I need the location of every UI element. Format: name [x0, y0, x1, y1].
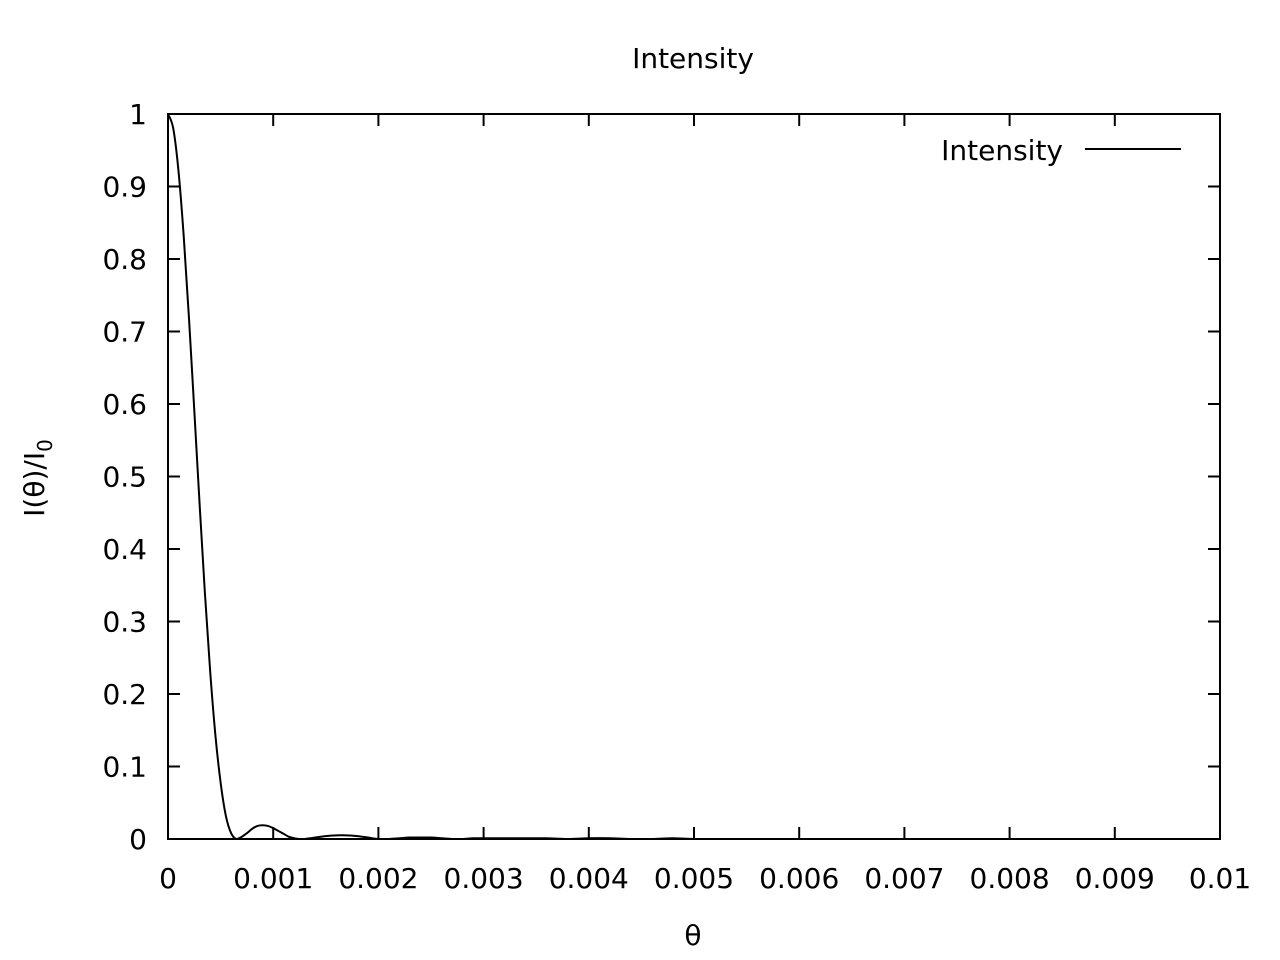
chart-title: Intensity — [632, 42, 754, 75]
y-axis-label-main: I(θ)/I — [18, 452, 51, 517]
x-tick-label-6: 0.006 — [759, 862, 839, 895]
y-tick-label-3: 0.3 — [102, 606, 147, 639]
y-axis-label-subscript: 0 — [33, 439, 57, 452]
y-tick-label-10: 1 — [129, 98, 147, 131]
x-tick-label-10: 0.01 — [1189, 862, 1251, 895]
y-tick-label-6: 0.6 — [102, 388, 147, 421]
plot-frame — [167, 113, 1221, 840]
x-tick-label-5: 0.005 — [654, 862, 734, 895]
y-tick-label-4: 0.4 — [102, 533, 147, 566]
x-tick-label-2: 0.002 — [338, 862, 418, 895]
x-axis-ticks — [167, 114, 1221, 839]
legend: Intensity — [941, 134, 1181, 167]
y-tick-label-9: 0.9 — [102, 171, 147, 204]
y-axis-label: I(θ)/I0 — [18, 439, 57, 517]
x-tick-label-1: 0.001 — [233, 862, 313, 895]
y-tick-label-8: 0.8 — [102, 243, 147, 276]
plot-area — [167, 113, 1221, 840]
y-tick-label-7: 0.7 — [102, 316, 147, 349]
x-tick-label-4: 0.004 — [549, 862, 629, 895]
y-tick-label-5: 0.5 — [102, 461, 147, 494]
x-tick-label-0: 0 — [159, 862, 177, 895]
legend-label: Intensity — [941, 134, 1063, 167]
y-tick-label-2: 0.2 — [102, 678, 147, 711]
y-axis-ticks — [168, 113, 1220, 840]
x-axis-tick-labels: 0 0.001 0.002 0.003 0.004 0.005 0.006 0.007 0.00… — [159, 862, 1251, 895]
y-tick-label-1: 0.1 — [102, 751, 147, 784]
series-line-intensity — [167, 113, 1220, 841]
y-axis-tick-labels: 0 0.1 0.2 0.3 0.4 0.5 0.6 0.7 0.8 0.9 1 — [102, 98, 147, 856]
x-axis-label: θ — [684, 919, 701, 952]
x-tick-label-8: 0.008 — [970, 862, 1050, 895]
y-tick-label-0: 0 — [129, 823, 147, 856]
x-tick-label-7: 0.007 — [864, 862, 944, 895]
x-tick-label-3: 0.003 — [444, 862, 524, 895]
x-tick-label-9: 0.009 — [1075, 862, 1155, 895]
